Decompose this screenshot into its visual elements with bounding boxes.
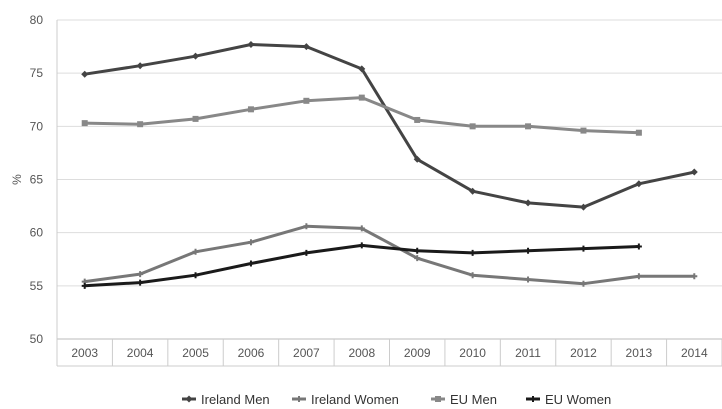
data-point (690, 168, 698, 176)
x-axis: 2003 2004 2005 2006 2007 2008 2009 2010 2011 2012… (56, 339, 722, 367)
data-point (247, 40, 255, 48)
data-point (247, 260, 254, 267)
data-point (414, 255, 421, 262)
legend-item: Ireland Women (292, 392, 399, 407)
data-point (358, 242, 365, 249)
data-point (635, 129, 642, 136)
y-tick-label: 60 (30, 226, 44, 240)
data-point (469, 187, 477, 195)
legend-swatch-marker (435, 396, 441, 402)
data-point (525, 123, 532, 130)
x-tick-label: 2013 (626, 346, 653, 360)
y-tick-label: 75 (30, 66, 44, 80)
x-tick-label: 2014 (681, 346, 708, 360)
data-point (137, 121, 144, 128)
legend-swatch-marker (185, 395, 193, 403)
y-axis: 50 55 60 65 70 75 80 (30, 13, 44, 346)
data-point (469, 272, 476, 279)
x-tick-label: 2008 (348, 346, 375, 360)
x-tick-label: 2005 (182, 346, 209, 360)
data-point (635, 273, 642, 280)
data-point (469, 249, 476, 256)
x-tick-label: 2009 (404, 346, 431, 360)
series-ireland-women (81, 223, 698, 287)
y-axis-label: % (10, 174, 24, 185)
data-point (303, 223, 310, 230)
data-point (525, 276, 532, 283)
data-point (580, 280, 587, 287)
data-point (192, 52, 200, 60)
series-line (84, 96, 639, 135)
data-point (580, 245, 587, 252)
data-point (192, 248, 199, 255)
data-point (635, 243, 642, 250)
legend-item: Ireland Men (182, 392, 270, 407)
x-tick-label: 2010 (459, 346, 486, 360)
legend-item: EU Women (526, 392, 611, 407)
data-point (81, 70, 89, 78)
legend-label: Ireland Men (201, 392, 270, 407)
data-point (137, 279, 144, 286)
x-tick-label: 2011 (515, 346, 541, 360)
series-line (84, 243, 639, 288)
series-group (81, 40, 698, 289)
data-point (358, 94, 365, 101)
data-point (691, 273, 698, 280)
data-point (136, 62, 144, 70)
data-point (358, 65, 366, 73)
data-point (414, 247, 421, 254)
data-point (302, 43, 310, 51)
data-point (137, 271, 144, 278)
y-tick-label: 65 (30, 173, 44, 187)
x-tick-label: 2006 (238, 346, 265, 360)
data-point (247, 239, 254, 246)
y-tick-label: 70 (30, 119, 44, 133)
legend-label: Ireland Women (311, 392, 399, 407)
data-point (414, 116, 421, 123)
legend-swatch-marker (530, 396, 536, 402)
x-tick-label: 2012 (570, 346, 597, 360)
legend: Ireland Men Ireland Women EU Men EU Women (182, 392, 611, 407)
x-tick-label: 2003 (71, 346, 98, 360)
series-ireland-men (81, 40, 698, 211)
data-point (580, 127, 587, 134)
data-point (192, 115, 199, 122)
series-line (84, 224, 695, 286)
data-point (81, 120, 88, 127)
gridlines (56, 19, 722, 340)
data-point (413, 155, 421, 163)
data-point (358, 225, 365, 232)
legend-item: EU Men (431, 392, 497, 407)
data-point (303, 249, 310, 256)
data-point (524, 199, 532, 207)
data-point (635, 180, 643, 188)
data-point (579, 203, 587, 211)
series-eu-women (81, 242, 642, 289)
data-point (192, 272, 199, 279)
y-tick-label: 55 (30, 279, 44, 293)
y-tick-label: 80 (30, 13, 44, 27)
x-tick-label: 2007 (293, 346, 320, 360)
data-point (81, 282, 88, 289)
y-tick-label: 50 (30, 332, 44, 346)
series-line (84, 43, 695, 209)
data-point (469, 123, 476, 130)
legend-label: EU Women (545, 392, 611, 407)
data-point (247, 106, 254, 113)
series-eu-men (81, 94, 642, 136)
legend-label: EU Men (450, 392, 497, 407)
data-point (525, 247, 532, 254)
data-point (303, 97, 310, 104)
legend-swatch-marker (296, 396, 302, 402)
x-tick-label: 2004 (127, 346, 154, 360)
